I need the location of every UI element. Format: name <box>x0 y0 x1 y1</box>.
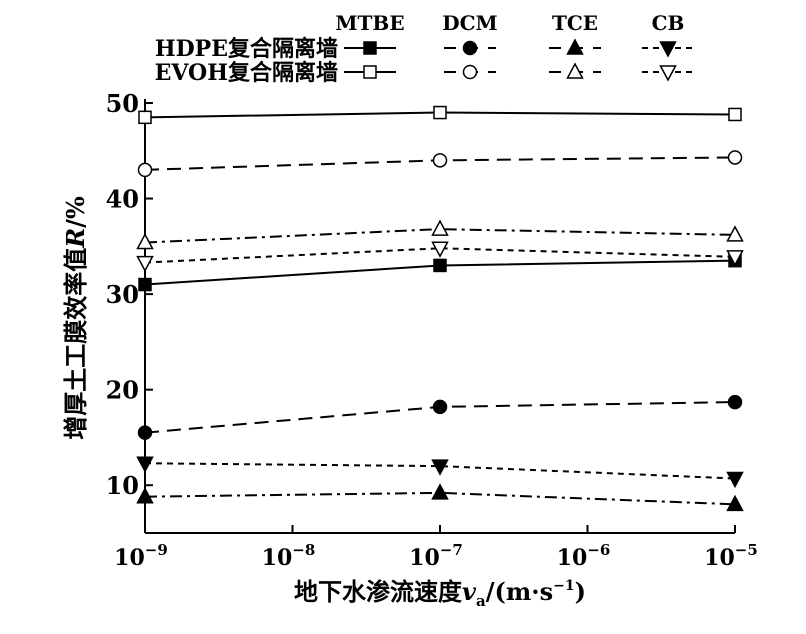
data-point-square-marker <box>433 105 447 120</box>
series-HDPE复合隔离墙-CB <box>136 456 744 489</box>
x-tick-label: 10−7 <box>409 541 463 571</box>
data-point-triangle-down-marker <box>726 250 744 267</box>
legend-triangle-up-marker <box>566 62 584 79</box>
data-point-circle-marker <box>432 399 448 415</box>
series-line <box>144 228 736 244</box>
legend-column-header: DCM <box>442 11 497 35</box>
x-tick-base: 10 <box>409 545 440 571</box>
data-point-triangle-up-marker <box>136 487 154 504</box>
data-point-triangle-down-marker <box>136 255 154 273</box>
x-tick-exponent: −5 <box>735 541 758 559</box>
x-tick-base: 10 <box>557 545 588 571</box>
data-point-square-marker <box>138 277 152 292</box>
x-tick-label: 10−8 <box>262 541 316 571</box>
data-point-circle-marker <box>432 153 448 168</box>
data-point-square-marker <box>138 110 152 125</box>
legend-triangle-down-marker <box>659 41 677 58</box>
legend-circle-marker <box>462 40 478 56</box>
data-point-circle-marker <box>727 394 743 410</box>
data-point-circle-marker <box>137 162 153 178</box>
x-tick-exponent: −6 <box>587 541 610 559</box>
data-point-triangle-up-marker <box>431 483 449 500</box>
legend-triangle-down-marker <box>659 65 677 82</box>
x-tick-base: 10 <box>704 545 735 571</box>
y-tick-label: 20 <box>106 376 139 405</box>
legend-square-marker <box>363 41 377 55</box>
legend-column-header: MTBE <box>335 11 404 35</box>
legend-circle-marker <box>462 64 478 80</box>
data-point-circle-marker <box>137 425 153 440</box>
x-tick-label: 10−9 <box>114 541 168 571</box>
data-point-triangle-down-marker <box>136 456 154 473</box>
x-tick-label: 10−6 <box>557 541 611 571</box>
x-tick-label: 10−5 <box>704 541 758 571</box>
series-EVOH复合隔离墙-TCE <box>136 219 744 250</box>
data-point-triangle-up-marker <box>726 225 744 242</box>
x-tick-base: 10 <box>262 545 293 571</box>
legend-row-label: EVOH复合隔离墙 <box>155 60 338 86</box>
legend-column-header: CB <box>652 11 685 35</box>
series-EVOH复合隔离墙-MTBE <box>138 105 742 125</box>
data-point-square-marker <box>728 107 742 122</box>
series-lines <box>136 105 744 512</box>
series-HDPE复合隔离墙-TCE <box>136 483 744 512</box>
x-axis-label: 地下水渗流速度va/(m·s−1) <box>294 577 586 610</box>
y-tick-label: 40 <box>106 185 139 214</box>
series-EVOH复合隔离墙-CB <box>136 241 744 273</box>
y-tick-label: 10 <box>106 471 139 500</box>
data-point-triangle-down-marker <box>431 241 449 258</box>
series-EVOH复合隔离墙-DCM <box>137 150 743 178</box>
data-point-triangle-down-marker <box>431 459 449 476</box>
data-point-triangle-up-marker <box>431 219 449 236</box>
x-tick-base: 10 <box>114 545 145 571</box>
legend-row-label: HDPE复合隔离墙 <box>155 36 338 62</box>
x-tick-exponent: −7 <box>440 541 463 559</box>
data-point-triangle-up-marker <box>136 232 154 250</box>
series-HDPE复合隔离墙-DCM <box>137 394 743 440</box>
x-tick-exponent: −8 <box>292 541 315 559</box>
series-HDPE复合隔离墙-MTBE <box>138 253 742 292</box>
data-point-square-marker <box>433 258 447 273</box>
legend-column-header: TCE <box>552 11 598 35</box>
y-tick-label: 30 <box>106 280 139 309</box>
y-tick-label: 50 <box>106 89 139 118</box>
data-point-triangle-down-marker <box>726 471 744 489</box>
legend-square-marker <box>363 65 377 79</box>
y-axis-label: 增厚土工膜效率值R/% <box>61 196 90 440</box>
data-point-triangle-up-marker <box>726 494 744 512</box>
legend-triangle-up-marker <box>566 38 584 55</box>
data-point-circle-marker <box>727 150 743 165</box>
x-tick-exponent: −9 <box>145 541 168 559</box>
